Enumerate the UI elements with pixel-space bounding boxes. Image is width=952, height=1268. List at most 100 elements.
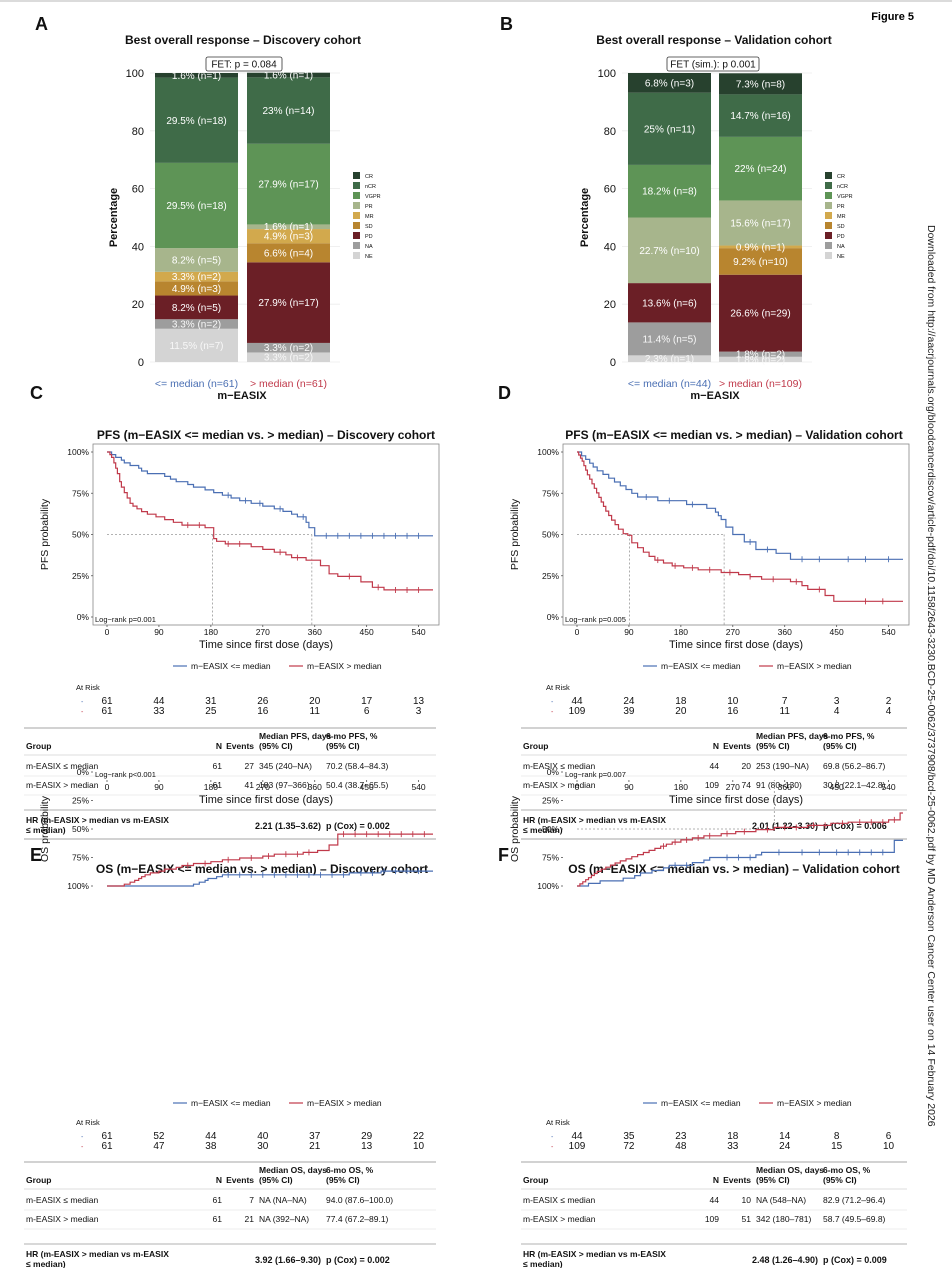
bar-segment-NE [155, 328, 238, 362]
legend-label: PD [837, 234, 845, 240]
risk-count: 26 [257, 696, 269, 707]
risk-count: 44 [153, 696, 165, 707]
x-tick-label: 90 [154, 627, 164, 637]
segment-label: 15.6% (n=17) [730, 218, 790, 229]
table-cell: 58.7 (49.5–69.8) [823, 1214, 886, 1224]
km-curve-low [577, 839, 903, 887]
segment-label: 14.7% (n=16) [730, 111, 790, 122]
segment-label: 9.2% (n=10) [733, 257, 788, 268]
table-header: (95% CI) [259, 741, 293, 751]
table-header: Median PFS, days [756, 731, 829, 741]
risk-count: 16 [257, 706, 269, 717]
risk-marker: - [551, 1134, 554, 1141]
at-risk-title: At Risk [546, 1118, 570, 1127]
x-tick-label: 450 [830, 782, 844, 792]
panel-title: OS (m−EASIX <= median vs. > median) – Di… [96, 862, 428, 876]
risk-count: 17 [361, 696, 373, 707]
table-cell: 74 [742, 780, 752, 790]
table-header: Group [26, 1175, 52, 1185]
hr-label: HR (m-EASIX > median vs m-EASIX [26, 1249, 169, 1259]
risk-count: 2 [886, 696, 892, 707]
y-tick-label: 75% [542, 488, 559, 498]
test-label: FET (sim.): p 0.001 [670, 60, 756, 71]
legend-swatch-PR [825, 202, 832, 209]
at-risk-title: At Risk [76, 683, 100, 692]
segment-label: 2.3% (n=1) [645, 354, 694, 365]
y-tick-label: 50% [72, 824, 89, 834]
x-axis-label: m−EASIX [690, 390, 740, 402]
x-tick-label: 450 [360, 782, 374, 792]
km-curve-low [107, 451, 433, 537]
x-axis-label: Time since first dose (days) [669, 794, 803, 806]
segment-label: 1.8% (n=2) [736, 355, 785, 366]
x-axis-label: m−EASIX [217, 390, 267, 402]
y-tick-label: 100% [67, 447, 89, 457]
segment-label: 4.9% (n=3) [264, 232, 313, 243]
panel-letter: C [30, 383, 43, 403]
table-header: Events [226, 1175, 254, 1185]
legend-swatch-NE [353, 252, 360, 259]
table-cell: 183 (97–366) [259, 780, 310, 790]
risk-count: 14 [779, 1131, 791, 1142]
risk-count: 109 [569, 1141, 586, 1152]
hr-label: ≤ median) [523, 825, 563, 835]
panel-title: Best overall response – Discovery cohort [125, 33, 361, 47]
risk-count: 10 [413, 1141, 425, 1152]
risk-count: 24 [779, 1141, 791, 1152]
bar-segment-CR [719, 73, 802, 95]
logrank-label: Log−rank p=0.007 [565, 770, 626, 779]
table-cell: 20 [742, 761, 752, 771]
risk-count: 11 [780, 706, 791, 717]
segment-label: 11.4% (n=5) [642, 334, 696, 345]
legend-label: VGPR [365, 194, 381, 200]
legend-label: m−EASIX > median [777, 1098, 852, 1108]
segment-label: 0.9% (n=1) [736, 242, 785, 253]
table-header: (95% CI) [756, 741, 790, 751]
y-tick-label: 40 [604, 241, 616, 253]
risk-count: 3 [834, 696, 840, 707]
table-cell: m-EASIX ≤ median [26, 1195, 98, 1205]
bar-segment-CR [628, 73, 711, 93]
segment-label: 22.7% (n=10) [639, 246, 699, 257]
y-tick-label: 50% [542, 824, 559, 834]
table-cell: 345 (240–NA) [259, 761, 312, 771]
table-cell: 61 [213, 1195, 223, 1205]
hr-p-value: p (Cox) = 0.002 [326, 821, 390, 831]
legend-swatch-VGPR [353, 192, 360, 199]
segment-label: 29.5% (n=18) [166, 201, 226, 212]
legend-label: SD [837, 224, 845, 230]
bar-category-label: <= median (n=44) [628, 378, 711, 390]
table-cell: 91 (80–130) [756, 780, 802, 790]
table-header: (95% CI) [823, 741, 857, 751]
bar-segment-VGPR [247, 143, 330, 225]
risk-marker: - [81, 709, 84, 716]
x-tick-label: 540 [881, 627, 895, 637]
bar-segment-PR [155, 248, 238, 272]
segment-label: 13.6% (n=6) [642, 298, 697, 309]
risk-count: 16 [727, 706, 739, 717]
x-axis-label: Time since first dose (days) [669, 639, 803, 651]
legend-swatch-MR [825, 212, 832, 219]
x-tick-label: 90 [624, 782, 634, 792]
km-curve-low [107, 870, 433, 887]
test-label: FET: p = 0.084 [211, 60, 277, 71]
risk-count: 61 [101, 1141, 113, 1152]
bar-segment-nCR [628, 92, 711, 165]
panel-letter: D [498, 383, 511, 403]
at-risk-title: At Risk [76, 1118, 100, 1127]
legend-label: NE [365, 254, 373, 260]
risk-count: 33 [727, 1141, 739, 1152]
risk-count: 31 [205, 696, 217, 707]
hr-p-value: p (Cox) = 0.009 [823, 1255, 887, 1265]
y-tick-label: 25% [72, 796, 89, 806]
table-header: (95% CI) [259, 1175, 293, 1185]
bar-segment-PR [719, 200, 802, 246]
table-cell: 82.9 (71.2–96.4) [823, 1195, 886, 1205]
table-header: (95% CI) [823, 1175, 857, 1185]
risk-count: 3 [416, 706, 422, 717]
segment-label: 1.6% (n=1) [172, 71, 221, 82]
table-header: 6-mo PFS, % [823, 731, 875, 741]
risk-count: 8 [834, 1131, 840, 1142]
x-axis-label: Time since first dose (days) [199, 639, 333, 651]
bar-segment-NA [628, 322, 711, 356]
